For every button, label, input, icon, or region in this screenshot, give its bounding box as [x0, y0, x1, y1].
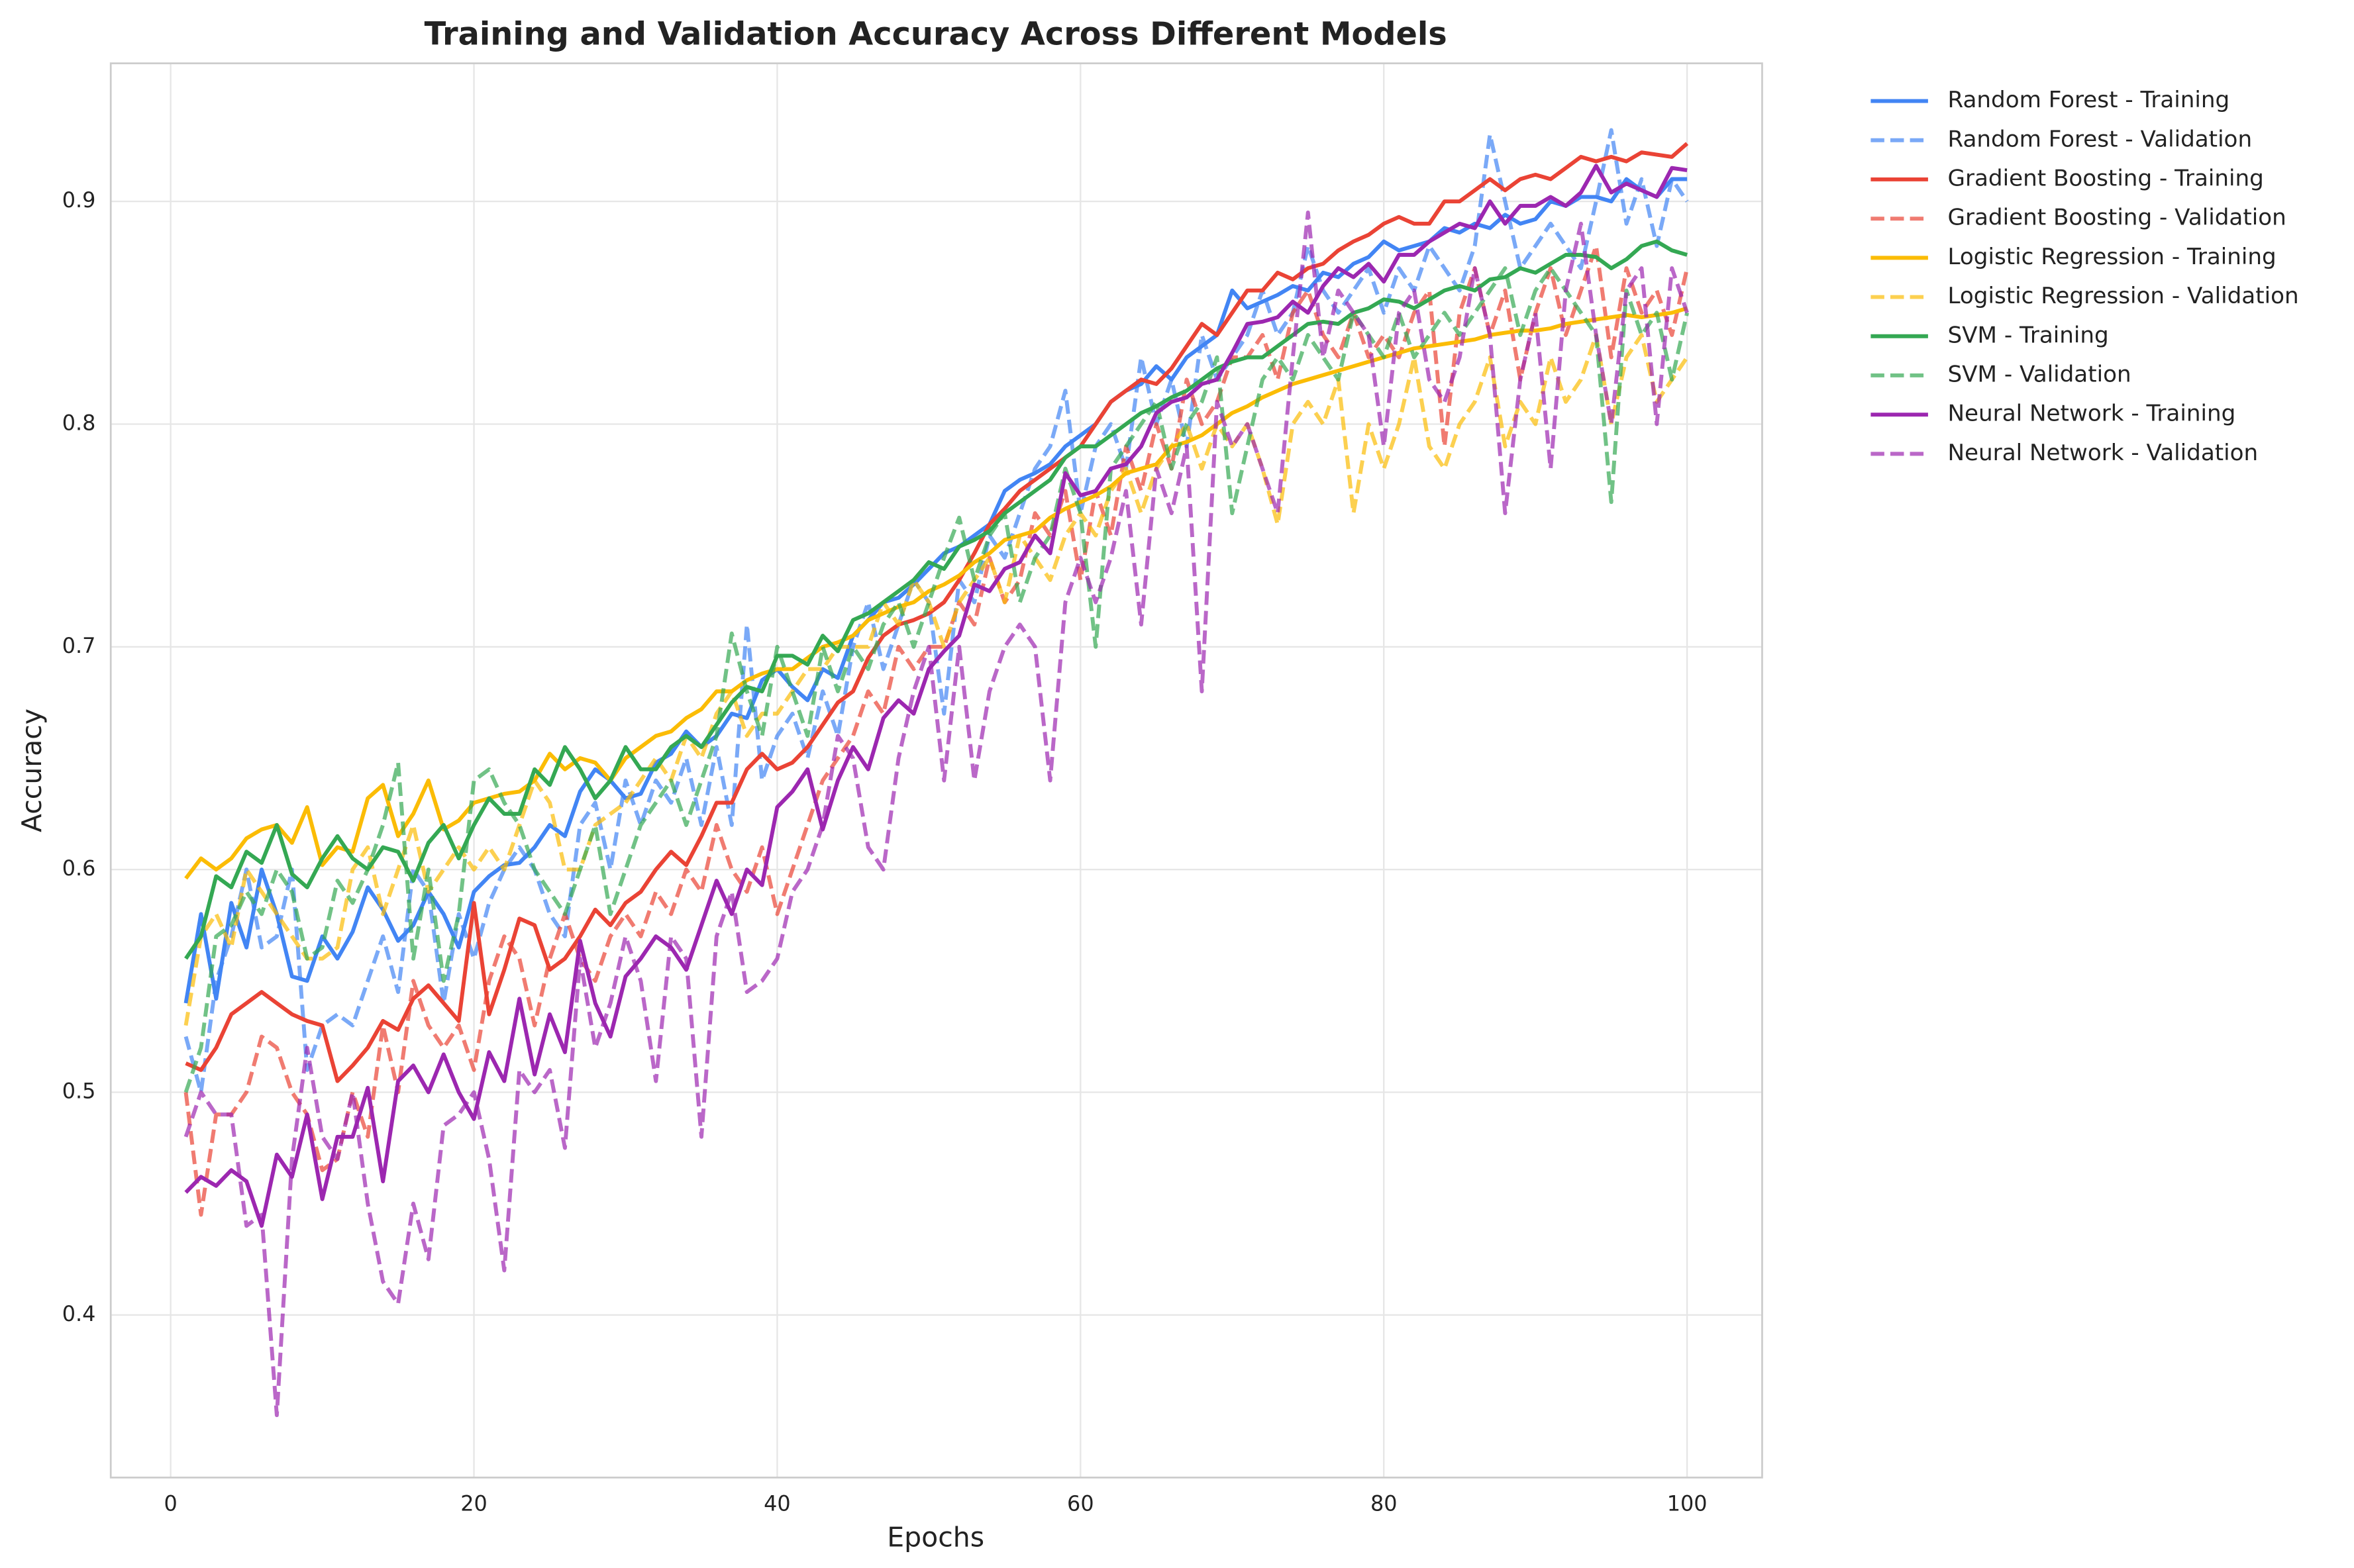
legend-label: Logistic Regression - Training [1948, 244, 2277, 270]
x-tick-label: 0 [164, 1491, 178, 1516]
y-tick-label: 0.6 [62, 856, 96, 881]
x-axis-label: Epochs [887, 1522, 984, 1553]
legend-label: SVM - Validation [1948, 361, 2131, 387]
legend-label: Gradient Boosting - Validation [1948, 205, 2286, 231]
x-tick-label: 60 [1067, 1491, 1094, 1516]
series-line [183, 211, 1689, 1418]
legend-label: Neural Network - Training [1948, 401, 2236, 427]
legend-label: Random Forest - Training [1948, 87, 2230, 113]
x-tick-label: 80 [1370, 1491, 1398, 1516]
y-tick-label: 0.5 [62, 1079, 96, 1104]
series-line [183, 332, 1689, 1026]
series-line [183, 244, 1690, 1217]
y-tick-label: 0.8 [62, 411, 96, 436]
series-line [184, 239, 1688, 960]
y-tick-label: 0.4 [62, 1301, 96, 1326]
series-line [184, 164, 1688, 1228]
legend-label: Logistic Regression - Validation [1948, 283, 2299, 309]
x-tick-label: 100 [1667, 1491, 1708, 1516]
series-line [184, 306, 1688, 880]
legend-label: SVM - Training [1948, 322, 2109, 348]
series-line [185, 142, 1689, 1083]
legend-label: Gradient Boosting - Training [1948, 165, 2264, 191]
y-axis-label: Accuracy [16, 709, 48, 832]
y-tick-label: 0.7 [62, 633, 96, 658]
chart-title: Training and Validation Accuracy Across … [425, 17, 1447, 53]
plot-frame [109, 62, 1763, 1479]
series-line [183, 266, 1690, 1093]
legend: Random Forest - Training Random Forest - … [1870, 87, 2299, 466]
legend-label: Random Forest - Validation [1948, 126, 2253, 152]
x-tick-label: 20 [460, 1491, 487, 1516]
x-tick-label: 40 [764, 1491, 791, 1516]
legend-label: Neural Network - Validation [1948, 440, 2259, 466]
y-tick-label: 0.9 [62, 187, 96, 213]
